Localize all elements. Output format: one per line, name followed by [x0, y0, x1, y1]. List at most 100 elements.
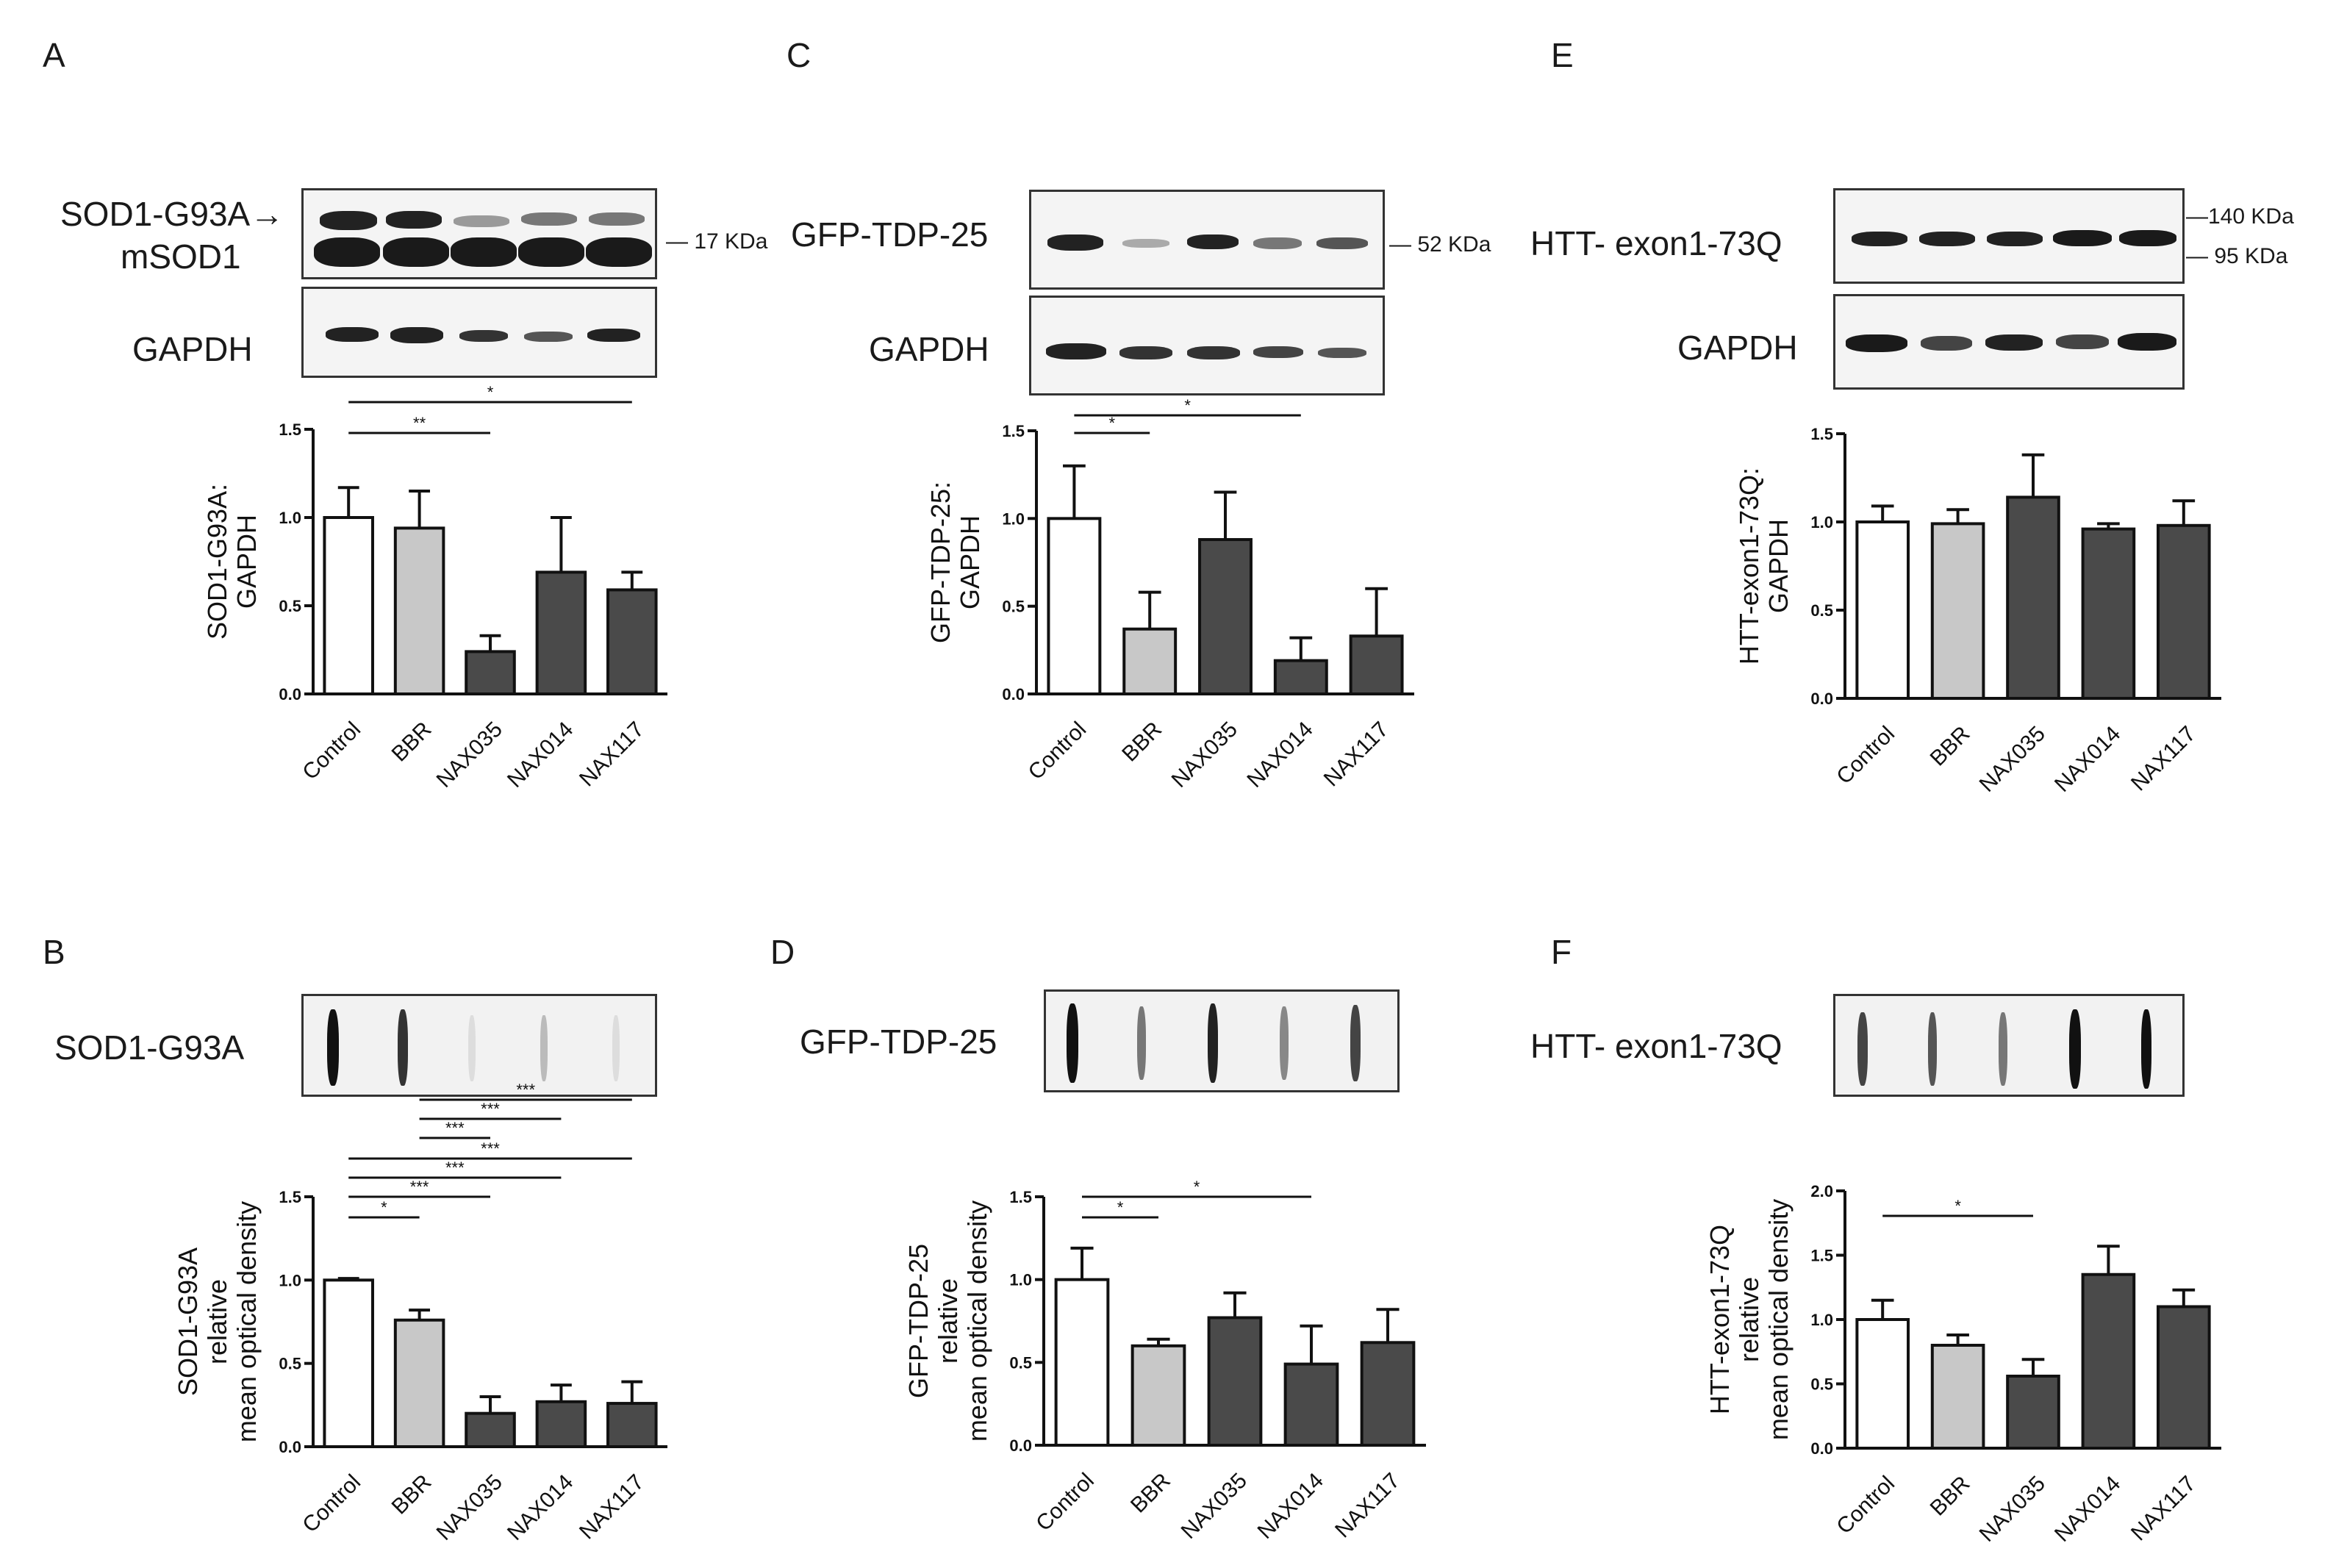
- bar-nax035: [2006, 1375, 2060, 1450]
- x-tick-label: NAX035: [432, 1470, 507, 1545]
- band: [586, 237, 652, 267]
- x-tick-label: BBR: [1126, 1469, 1175, 1518]
- slot-band: [1067, 1003, 1078, 1083]
- label-htt-exon1-73q-slot: HTT- exon1-73Q: [1530, 1027, 1782, 1065]
- slot-band: [327, 1009, 339, 1086]
- bar-nax117: [1360, 1341, 1416, 1447]
- x-tick-label: NAX117: [2126, 722, 2201, 796]
- x-tick-label: Control: [1832, 1472, 1899, 1539]
- y-tick-label: 2.0: [1810, 1182, 1833, 1200]
- bar-nax035: [1207, 1316, 1263, 1447]
- y-axis-label: GAPDH: [955, 515, 985, 609]
- bar-nax117: [1349, 634, 1404, 695]
- y-axis-label: SOD1-G93A: [173, 1247, 203, 1396]
- y-tick-label: 0.0: [1810, 1439, 1833, 1458]
- y-axis-label: HTT-exon1-73Q: [1705, 1225, 1735, 1414]
- y-axis-label: mean optical density: [232, 1201, 262, 1442]
- bar-bbr: [1122, 627, 1178, 696]
- band: [524, 332, 573, 342]
- x-tick-label: BBR: [1926, 1472, 1975, 1521]
- marker-17kda: — 17 KDa: [666, 229, 768, 254]
- band: [326, 327, 379, 342]
- label-sod1-g93a: SOD1-G93A→: [60, 195, 284, 233]
- y-tick-label: 0.5: [279, 1355, 301, 1373]
- y-axis-label: relative: [202, 1279, 232, 1364]
- slot-blot-gfp-tdp: [1044, 989, 1400, 1092]
- band: [1846, 334, 1907, 352]
- label-gapdh-c: GAPDH: [869, 330, 989, 368]
- y-axis-label: GFP-TDP-25:: [925, 482, 956, 643]
- western-blot-gapdh-e: [1833, 294, 2185, 390]
- y-axis-label: mean optical density: [1763, 1199, 1794, 1440]
- x-tick-label: BBR: [1117, 717, 1167, 767]
- bar-nax014: [2081, 1272, 2136, 1450]
- bar-bbr: [1130, 1344, 1186, 1447]
- label-gapdh-e: GAPDH: [1677, 329, 1798, 367]
- slot-band: [398, 1009, 408, 1086]
- significance-label: *: [487, 383, 494, 401]
- x-tick-label: NAX014: [1242, 717, 1317, 792]
- significance-label: *: [1184, 396, 1191, 415]
- significance-label: *: [1117, 1198, 1124, 1217]
- y-tick-label: 1.0: [1810, 1311, 1833, 1329]
- y-tick-label: 1.0: [279, 1271, 301, 1289]
- slot-band: [1137, 1006, 1146, 1080]
- x-tick-label: NAX117: [1319, 717, 1394, 792]
- x-tick-label: NAX117: [575, 1470, 649, 1544]
- band: [521, 212, 577, 226]
- y-axis-label: SOD1-G93A:: [202, 484, 232, 640]
- y-tick-label: 1.0: [1810, 513, 1833, 531]
- bar-control: [1855, 1318, 1910, 1450]
- label-msod1: mSOD1: [121, 237, 241, 276]
- bar-control: [1047, 517, 1102, 695]
- significance-label: ***: [481, 1100, 500, 1118]
- western-blot-gfp-tdp: [1029, 190, 1385, 290]
- band: [314, 237, 380, 267]
- y-tick-label: 1.5: [1810, 425, 1833, 443]
- bar-bbr: [1930, 1344, 1985, 1450]
- x-tick-label: NAX035: [1975, 1472, 2050, 1547]
- band: [1253, 346, 1303, 358]
- y-tick-label: 0.0: [1810, 690, 1833, 708]
- x-tick-label: BBR: [387, 717, 437, 767]
- y-tick-label: 0.0: [279, 685, 301, 704]
- band: [320, 211, 377, 230]
- y-axis-label: GFP-TDP-25: [903, 1244, 934, 1398]
- y-axis-label: HTT-exon1-73Q:: [1734, 468, 1764, 665]
- y-tick-label: 1.5: [279, 1188, 301, 1206]
- slot-band: [2141, 1009, 2151, 1089]
- bar-control: [1054, 1278, 1110, 1447]
- band: [1253, 237, 1302, 249]
- band: [1987, 232, 2043, 246]
- significance-label: ***: [516, 1081, 535, 1099]
- bar-nax035: [465, 650, 516, 696]
- slot-blot-htt: [1833, 994, 2185, 1097]
- y-tick-label: 0.0: [1009, 1436, 1032, 1455]
- marker-95kda: — 95 KDa: [2186, 244, 2288, 268]
- band: [2118, 333, 2176, 351]
- significance-label: *: [1109, 414, 1116, 432]
- y-tick-label: 1.0: [279, 509, 301, 527]
- band: [589, 212, 645, 226]
- band: [1187, 235, 1239, 249]
- significance-label: *: [381, 1198, 387, 1217]
- x-tick-label: NAX117: [1330, 1469, 1405, 1543]
- slot-band: [540, 1015, 548, 1081]
- western-blot-gapdh-c: [1029, 296, 1385, 395]
- band: [587, 329, 640, 342]
- slot-band: [1280, 1006, 1289, 1080]
- western-blot-htt: [1833, 188, 2185, 284]
- bar-bbr: [393, 526, 445, 696]
- slot-band: [612, 1015, 620, 1081]
- x-tick-label: Control: [1031, 1469, 1099, 1536]
- band: [1187, 346, 1240, 359]
- y-tick-label: 1.5: [1810, 1247, 1833, 1265]
- band: [2119, 230, 2176, 246]
- label-htt-exon1-73q: HTT- exon1-73Q: [1530, 224, 1782, 262]
- bar-nax035: [2006, 495, 2060, 701]
- bar-nax117: [606, 1402, 658, 1448]
- bar-bbr: [1930, 522, 1985, 701]
- label-gfp-tdp-25: GFP-TDP-25: [791, 215, 989, 254]
- band: [2053, 230, 2112, 246]
